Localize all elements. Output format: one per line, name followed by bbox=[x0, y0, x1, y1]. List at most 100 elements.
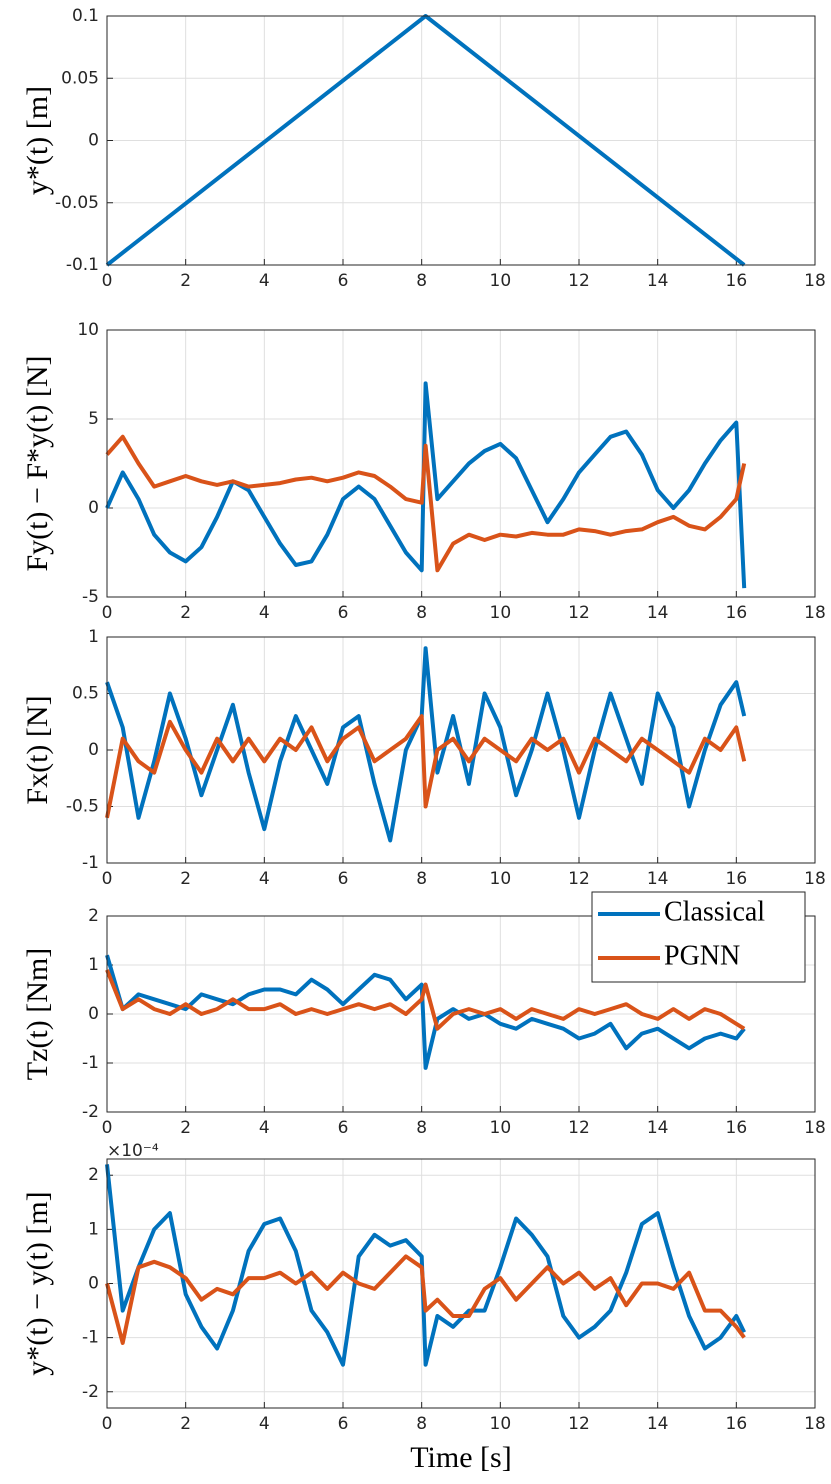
x-tick-label: 14 bbox=[647, 1414, 669, 1434]
x-tick-label: 18 bbox=[804, 603, 826, 623]
x-tick-label: 6 bbox=[338, 271, 349, 291]
x-tick-label: 4 bbox=[259, 271, 270, 291]
x-tick-label: 10 bbox=[490, 869, 512, 889]
x-tick-label: 18 bbox=[804, 1118, 826, 1138]
x-tick-label: 8 bbox=[416, 1118, 427, 1138]
series-line bbox=[105, 646, 747, 843]
x-tick-label: 6 bbox=[338, 603, 349, 623]
series-line bbox=[105, 954, 746, 1070]
y-tick-label: 0.1 bbox=[72, 6, 99, 26]
x-axis-label: Time [s] bbox=[410, 1441, 511, 1474]
x-tick-label: 16 bbox=[726, 869, 748, 889]
axes-box bbox=[106, 1158, 816, 1409]
axes-box bbox=[106, 15, 816, 266]
axes-box bbox=[106, 329, 816, 598]
series-line bbox=[105, 381, 747, 589]
legend-box bbox=[591, 891, 806, 983]
y-tick-label: 5 bbox=[88, 409, 99, 429]
x-tick-label: 14 bbox=[647, 1118, 669, 1138]
series-line bbox=[105, 434, 747, 573]
y-tick-label: -0.05 bbox=[55, 193, 99, 213]
x-tick-label: 18 bbox=[804, 869, 826, 889]
y-tick-label: -0.5 bbox=[66, 797, 99, 817]
y-tick-label: -2 bbox=[82, 1102, 99, 1122]
y-tick-label: -1 bbox=[82, 1328, 99, 1348]
y-tick-label: 0 bbox=[88, 131, 99, 151]
axes-box bbox=[106, 915, 816, 1113]
y-axis-label: Tz(t) [Nm] bbox=[21, 948, 54, 1080]
x-tick-label: 14 bbox=[647, 271, 669, 291]
y-tick-label: 1 bbox=[88, 627, 99, 647]
y-tick-label: 1 bbox=[88, 1219, 99, 1239]
y-tick-label: 0 bbox=[88, 1004, 99, 1024]
legend-label: Classical bbox=[664, 896, 765, 927]
x-tick-label: 6 bbox=[338, 1414, 349, 1434]
y-tick-label: 0.5 bbox=[72, 684, 99, 704]
y-axis-label: Fx(t) [N] bbox=[21, 695, 54, 804]
series-line bbox=[105, 969, 746, 1031]
x-tick-label: 0 bbox=[102, 869, 113, 889]
x-tick-label: 2 bbox=[180, 869, 191, 889]
x-tick-label: 16 bbox=[726, 271, 748, 291]
y-axis-label: y*(t) [m] bbox=[21, 86, 54, 195]
series-line bbox=[105, 1254, 746, 1345]
y-tick-label: 0 bbox=[88, 498, 99, 518]
x-tick-label: 16 bbox=[726, 1118, 748, 1138]
x-tick-label: 0 bbox=[102, 603, 113, 623]
x-tick-label: 8 bbox=[416, 603, 427, 623]
y-tick-label: -0.1 bbox=[66, 255, 99, 275]
x-tick-label: 4 bbox=[259, 1414, 270, 1434]
x-tick-label: 10 bbox=[490, 1414, 512, 1434]
panel: 0 2 4 6 8 10 12 14 16 18 -1 -0.5 0 0.5 1 Fx(t) [N] bbox=[21, 627, 826, 889]
x-tick-label: 2 bbox=[180, 1414, 191, 1434]
y-tick-label: -1 bbox=[82, 1053, 99, 1073]
y-tick-label: 2 bbox=[88, 906, 99, 926]
x-tick-label: 12 bbox=[568, 603, 590, 623]
y-tick-label: 0.05 bbox=[61, 68, 99, 88]
y-axis-label: y*(t) − y(t) [m] bbox=[21, 1191, 54, 1375]
x-tick-label: 12 bbox=[568, 869, 590, 889]
x-tick-label: 2 bbox=[180, 1118, 191, 1138]
x-tick-label: 4 bbox=[259, 1118, 270, 1138]
y-tick-label: 2 bbox=[88, 1165, 99, 1185]
x-tick-label: 8 bbox=[416, 1414, 427, 1434]
y-tick-label: 0 bbox=[88, 1274, 99, 1294]
x-tick-label: 8 bbox=[416, 271, 427, 291]
x-tick-label: 12 bbox=[568, 1118, 590, 1138]
x-tick-label: 6 bbox=[338, 869, 349, 889]
legend-label: PGNN bbox=[664, 940, 740, 971]
x-tick-label: 4 bbox=[259, 603, 270, 623]
x-tick-label: 8 bbox=[416, 869, 427, 889]
x-tick-label: 2 bbox=[180, 603, 191, 623]
y-multiplier: ×10⁻⁴ bbox=[107, 1141, 159, 1161]
x-tick-label: 4 bbox=[259, 869, 270, 889]
y-tick-label: 1 bbox=[88, 955, 99, 975]
x-tick-label: 16 bbox=[726, 1414, 748, 1434]
x-tick-label: 18 bbox=[804, 271, 826, 291]
x-tick-label: 14 bbox=[647, 603, 669, 623]
y-tick-label: -2 bbox=[82, 1382, 99, 1402]
x-tick-label: 10 bbox=[490, 1118, 512, 1138]
x-tick-label: 14 bbox=[647, 869, 669, 889]
y-tick-label: 10 bbox=[77, 320, 99, 340]
x-tick-label: 0 bbox=[102, 1118, 113, 1138]
y-axis-label: Fy(t) − F*y(t) [N] bbox=[21, 355, 54, 571]
x-tick-label: 18 bbox=[804, 1414, 826, 1434]
series-line bbox=[105, 714, 747, 819]
y-tick-label: 0 bbox=[88, 740, 99, 760]
y-tick-label: -5 bbox=[82, 587, 99, 607]
x-tick-label: 0 bbox=[102, 1414, 113, 1434]
x-tick-label: 16 bbox=[726, 603, 748, 623]
x-tick-label: 10 bbox=[490, 271, 512, 291]
axes-box bbox=[106, 636, 816, 864]
series-line bbox=[105, 1164, 746, 1367]
x-tick-label: 2 bbox=[180, 271, 191, 291]
x-tick-label: 12 bbox=[568, 271, 590, 291]
x-tick-label: 0 bbox=[102, 271, 113, 291]
y-tick-label: -1 bbox=[82, 853, 99, 873]
x-tick-label: 12 bbox=[568, 1414, 590, 1434]
